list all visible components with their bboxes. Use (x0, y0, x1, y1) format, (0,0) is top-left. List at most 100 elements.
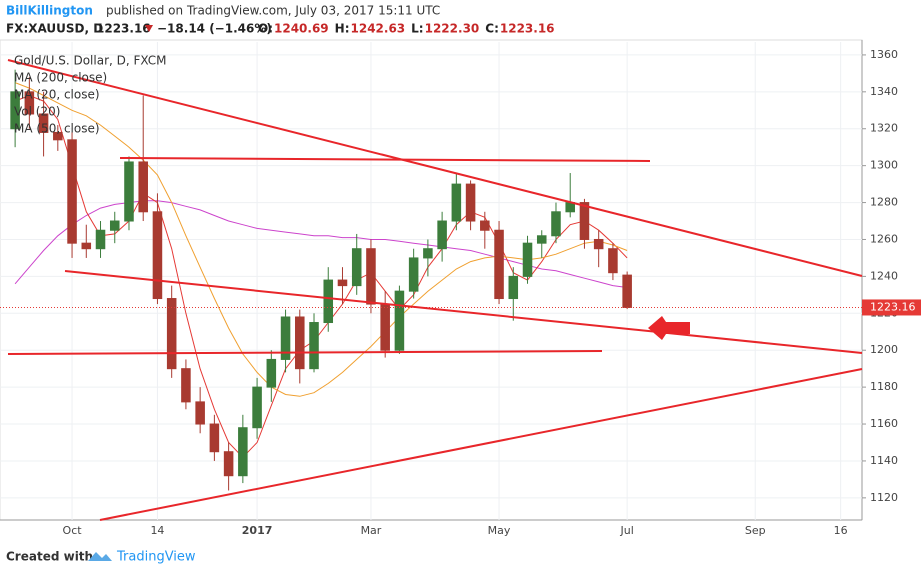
candle-body (394, 290, 405, 351)
y-tick-label: 1280 (870, 196, 898, 209)
ohlc-label: L: (411, 22, 423, 36)
candle-body (579, 202, 590, 240)
candle-body (295, 316, 305, 370)
symbol: FX:XAUUSD, D (6, 22, 103, 36)
ohlc-value: 1222.30 (425, 22, 480, 36)
last-price-label: 1223.16 (870, 300, 916, 313)
candle-body (536, 235, 547, 244)
legend-entry: MA (50, close) (14, 122, 100, 136)
candle-body (380, 303, 390, 351)
ohlc-value: 1242.63 (351, 22, 406, 36)
tv-logo (88, 552, 112, 561)
footer-created: Created with (6, 550, 93, 564)
legend-entry: MA (20, close) (14, 88, 100, 102)
ohlc-label: O: (258, 22, 273, 36)
y-tick-label: 1140 (870, 454, 898, 467)
y-tick-label: 1120 (870, 491, 898, 504)
ma-line (14, 94, 628, 459)
down-arrow (145, 25, 153, 32)
candle-body (408, 257, 419, 292)
price: 1223.16 (96, 22, 151, 36)
x-tick-label: May (488, 524, 511, 537)
candle-body (24, 91, 35, 115)
trend-line (7, 59, 863, 277)
candle-body (593, 238, 604, 250)
candle-body (451, 183, 462, 222)
candle-body (465, 183, 476, 222)
y-tick-label: 1360 (870, 48, 898, 61)
candle-body (423, 248, 433, 259)
candle-body (209, 423, 220, 453)
x-tick-label: Oct (63, 524, 83, 537)
candle-body (508, 275, 519, 300)
y-tick-label: 1260 (870, 232, 898, 245)
published: published on TradingView.com, July 03, 2… (106, 4, 440, 18)
y-tick-label: 1300 (870, 159, 898, 172)
candle-body (181, 368, 191, 403)
candle-body (337, 279, 348, 287)
candle-body (622, 274, 632, 308)
legend: Gold/U.S. Dollar, D, FXCM MA (200, close… (14, 54, 167, 136)
author[interactable]: BillKillington (6, 4, 93, 18)
y-tick-label: 1160 (870, 417, 898, 430)
symbol-line: FX:XAUUSD, D 1223.16 −18.14 (−1.46%) O: 1… (6, 22, 555, 36)
arrow (648, 316, 690, 340)
y-tick-label: 1320 (870, 122, 898, 135)
chart-title: Gold/U.S. Dollar, D, FXCM (14, 54, 167, 68)
trend-lines (7, 59, 863, 521)
candle-body (10, 91, 20, 130)
last-price-box (862, 299, 921, 316)
ohlc-label: C: (485, 22, 499, 36)
candle-body (351, 248, 362, 287)
candle-body (366, 248, 376, 305)
x-tick-label: Mar (361, 524, 382, 537)
ohlc-value: 1223.16 (500, 22, 555, 36)
x-tick-label: 14 (150, 524, 164, 537)
y-tick-label: 1200 (870, 343, 898, 356)
trend-line (7, 350, 603, 355)
candle-body (608, 248, 618, 274)
trend-line (119, 157, 651, 162)
candle-body (494, 229, 504, 300)
candle-body (266, 358, 277, 388)
ohlc-value: 1240.69 (274, 22, 329, 36)
legend-entry: Vol (20) (14, 105, 60, 119)
y-tick-label: 1180 (870, 380, 898, 393)
footer-brand[interactable]: TradingView (116, 550, 196, 565)
plot-area (0, 39, 863, 521)
trend-line (99, 368, 863, 521)
trend-line (64, 270, 863, 354)
candle-body (38, 113, 49, 133)
candle-body (223, 451, 234, 477)
candle-body (323, 279, 334, 324)
legend-entry: MA (200, close) (14, 71, 107, 85)
candle-body (95, 229, 106, 250)
y-tick-label: 1240 (870, 269, 898, 282)
candle-body (437, 220, 447, 250)
candle-body (238, 427, 248, 477)
x-tick-label: 16 (834, 524, 848, 537)
candle-body (67, 139, 77, 244)
candle-body (124, 161, 134, 222)
candle-body (551, 211, 561, 237)
candle-body (138, 161, 148, 213)
candle-body (195, 401, 205, 425)
candle-body (109, 220, 120, 231)
candle-body (522, 242, 533, 277)
x-tick-label: Jul (620, 524, 634, 537)
candle-body (53, 131, 63, 141)
candles (0, 69, 862, 491)
ohlc-label: H: (335, 22, 350, 36)
candle-body (480, 220, 490, 231)
candle-body (166, 298, 177, 370)
candle-body (81, 242, 92, 250)
change: −18.14 (−1.46%) (157, 22, 272, 36)
candle-body (309, 322, 319, 370)
candle-body (152, 211, 163, 300)
y-tick-label: 1340 (870, 85, 898, 98)
axes: 1120114011601180120012201240126012801300… (63, 48, 921, 537)
candle-body (280, 316, 291, 360)
candle-body (252, 386, 262, 429)
x-tick-label: 2017 (242, 524, 273, 537)
